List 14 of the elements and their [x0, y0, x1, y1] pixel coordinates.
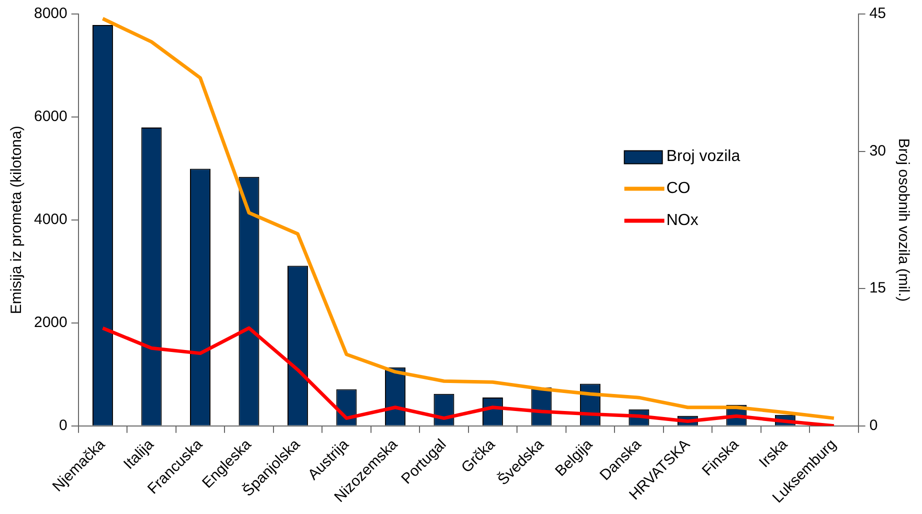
- y2-tick-label: 30: [869, 142, 886, 160]
- y2-tick-label: 45: [869, 5, 886, 22]
- legend-label: Broj vozila: [666, 148, 740, 166]
- y2-axis-title: Broj osobnih vozila (mil.): [894, 138, 912, 302]
- y-tick-label: 2000: [34, 314, 68, 332]
- legend-label: NOx: [666, 212, 698, 230]
- y-axis-title: Emisija iz prometa (kilotona): [8, 126, 26, 314]
- y-tick-label: 6000: [34, 108, 68, 126]
- y-tick-label: 0: [59, 417, 68, 434]
- legend-label: CO: [666, 180, 690, 198]
- y-tick-label: 4000: [34, 211, 68, 228]
- y-tick-label: 8000: [34, 5, 68, 22]
- y2-tick-label: 0: [869, 417, 878, 434]
- y2-tick-label: 15: [869, 280, 886, 297]
